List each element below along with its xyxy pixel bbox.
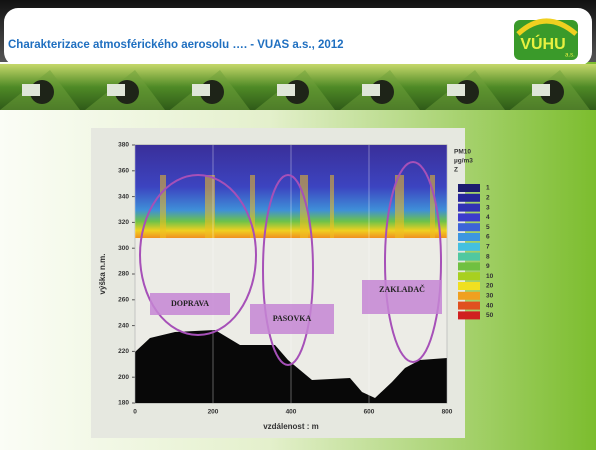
y-tick-label: 180 <box>118 400 129 407</box>
legend-label: 40 <box>486 302 494 309</box>
y-tick-label: 200 <box>118 374 129 381</box>
y-tick-label: 380 <box>118 142 129 149</box>
legend-swatch <box>458 282 480 290</box>
legend-title: PM10 <box>454 149 471 156</box>
x-tick-label: 0 <box>133 409 137 416</box>
legend-swatch <box>458 194 480 202</box>
y-tick-label: 260 <box>118 297 129 304</box>
y-tick-label: 360 <box>118 168 129 175</box>
legend-swatch <box>458 311 480 319</box>
legend-swatch <box>458 253 480 261</box>
x-axis-label: vzdálenost : m <box>263 422 319 431</box>
annotation: ZAKLADAČ <box>379 284 425 294</box>
legend-label: 1 <box>486 185 490 192</box>
y-axis-label: výška n.m. <box>98 254 107 295</box>
tractor-body <box>22 84 40 96</box>
legend-label: 4 <box>486 214 490 221</box>
legend-label: 10 <box>486 273 494 280</box>
x-tick-label: 600 <box>364 409 375 416</box>
legend-swatch <box>458 233 480 241</box>
logo-sub: a.s. <box>565 53 575 59</box>
tractor-body <box>192 84 210 96</box>
concentration-plume <box>395 175 404 238</box>
x-tick-label: 200 <box>208 409 219 416</box>
legend-swatch <box>458 223 480 231</box>
legend-label: 6 <box>486 234 490 241</box>
legend-swatch <box>458 184 480 192</box>
y-tick-label: 340 <box>118 193 129 200</box>
legend-swatch <box>458 213 480 221</box>
y-tick-label: 240 <box>118 322 129 329</box>
tractor-body <box>277 84 295 96</box>
legend-label: 7 <box>486 244 490 251</box>
title: Charakterizace atmosférického aerosolu …… <box>8 39 344 51</box>
y-tick-label: 220 <box>118 348 129 355</box>
concentration-plume <box>160 175 166 238</box>
tractor-body <box>107 84 125 96</box>
y-tick-label: 280 <box>118 271 129 278</box>
legend-label: 20 <box>486 283 494 290</box>
legend-swatch <box>458 262 480 270</box>
legend-label: 5 <box>486 224 490 231</box>
logo-text: VÚHU <box>520 34 565 53</box>
legend-swatch <box>458 272 480 280</box>
slide: Charakterizace atmosférického aerosolu …… <box>0 0 596 450</box>
legend-swatch <box>458 292 480 300</box>
tractor-body <box>362 84 380 96</box>
legend-label: 50 <box>486 312 494 319</box>
legend-label: 9 <box>486 263 490 270</box>
y-tick-label: 320 <box>118 219 129 226</box>
legend-label: 30 <box>486 293 494 300</box>
legend-label: 3 <box>486 204 490 211</box>
y-tick-label: 300 <box>118 245 129 252</box>
header-panel <box>4 8 592 66</box>
legend-label: 2 <box>486 195 490 202</box>
x-tick-label: 400 <box>286 409 297 416</box>
legend-swatch <box>458 243 480 251</box>
legend-swatch <box>458 302 480 310</box>
legend-label: 8 <box>486 253 490 260</box>
legend-swatch <box>458 204 480 212</box>
tractor-body <box>532 84 550 96</box>
annotation: DOPRAVA <box>171 299 209 308</box>
legend-title: µg/m3 <box>454 158 473 165</box>
annotation: PASOVKA <box>273 314 312 323</box>
tractor-body <box>447 84 465 96</box>
legend-title: Z <box>454 167 458 174</box>
logo: VÚHU a.s. <box>514 20 578 60</box>
page: Charakterizace atmosférického aerosolu …… <box>0 0 596 450</box>
concentration-plume <box>330 175 334 238</box>
x-tick-label: 800 <box>442 409 453 416</box>
